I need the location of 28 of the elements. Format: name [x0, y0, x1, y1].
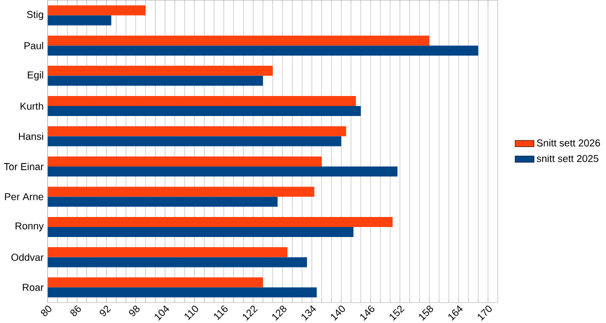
legend-label: Snitt sett 2026	[536, 139, 600, 147]
x-tick-label: 92	[100, 306, 111, 316]
y-tick-label: Tor Einar	[4, 162, 44, 170]
x-tick-label: 140	[330, 306, 345, 321]
y-tick-label: Kurth	[20, 102, 44, 110]
y-tick-label: Ronny	[16, 222, 44, 232]
y-tick-label: Paul	[24, 42, 44, 50]
y-tick-label: Per Arne	[5, 193, 44, 200]
x-tick-label: 122	[242, 306, 258, 321]
y-tick-label: Hansi	[18, 132, 44, 140]
x-tick-label: 110	[184, 306, 198, 320]
x-tick-label: 164	[448, 305, 463, 321]
y-tick-label: Oddvar	[11, 254, 44, 261]
y-tick-label: Egil	[28, 71, 44, 81]
legend-label: snitt sett 2025	[536, 154, 598, 162]
x-tick-label: 80	[40, 306, 52, 316]
x-tick-label: 86	[70, 306, 81, 316]
x-tick-label: 104	[154, 305, 170, 321]
x-tick-label: 116	[214, 306, 228, 320]
x-tick-label: 98	[129, 306, 140, 316]
x-tick-label: 134	[302, 305, 316, 321]
x-tick-label: 152	[390, 306, 405, 321]
x-tick-label: 158	[419, 306, 434, 321]
y-tick-label: Stig	[26, 10, 44, 20]
x-tick-label: 128	[272, 306, 286, 321]
x-tick-label: 170	[478, 306, 492, 321]
x-tick-label: 146	[360, 306, 374, 321]
y-tick-label: Roar	[22, 284, 44, 292]
